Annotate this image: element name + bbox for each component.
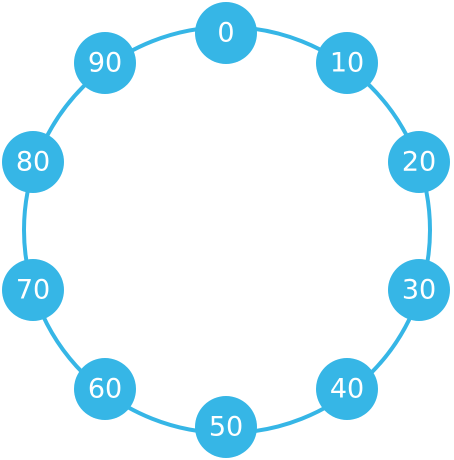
dial-node-90: 90	[74, 32, 136, 94]
node-label: 90	[88, 48, 122, 79]
node-circle	[388, 259, 450, 321]
node-circle	[316, 358, 378, 420]
node-label: 60	[88, 374, 122, 405]
node-circle	[74, 358, 136, 420]
dial-node-30: 30	[388, 259, 450, 321]
node-label: 50	[209, 412, 243, 443]
node-circle	[388, 131, 450, 193]
node-label: 80	[16, 147, 50, 178]
dial-node-80: 80	[2, 131, 64, 193]
node-circle	[2, 131, 64, 193]
dial-node-0: 0	[195, 2, 257, 64]
node-label: 70	[16, 275, 50, 306]
node-label: 0	[217, 18, 234, 49]
node-circle	[195, 2, 257, 64]
dial-node-10: 10	[316, 32, 378, 94]
dial-node-50: 50	[195, 396, 257, 458]
node-label: 10	[330, 48, 364, 79]
node-circle	[74, 32, 136, 94]
node-label: 40	[330, 374, 364, 405]
dial-node-40: 40	[316, 358, 378, 420]
dial-node-60: 60	[74, 358, 136, 420]
dial-node-20: 20	[388, 131, 450, 193]
node-label: 20	[402, 147, 436, 178]
node-circle	[2, 259, 64, 321]
node-circle	[316, 32, 378, 94]
dial-node-70: 70	[2, 259, 64, 321]
node-circle	[195, 396, 257, 458]
node-label: 30	[402, 275, 436, 306]
